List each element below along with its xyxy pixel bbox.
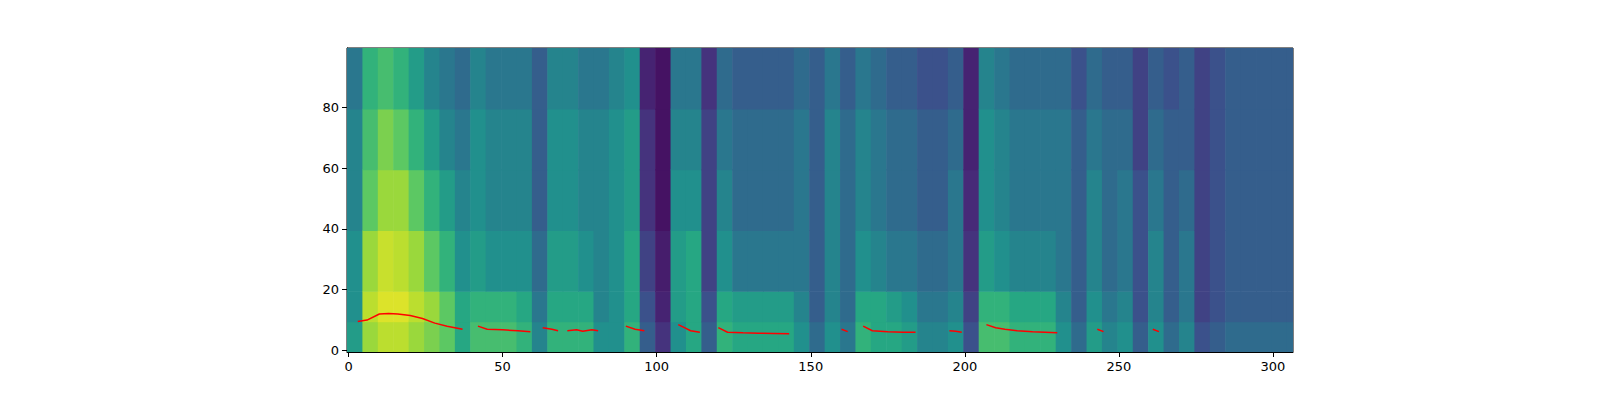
svg-text:60: 60 — [322, 161, 339, 176]
svg-text:40: 40 — [322, 221, 339, 236]
svg-text:150: 150 — [798, 359, 823, 374]
svg-text:20: 20 — [322, 282, 339, 297]
svg-text:300: 300 — [1261, 359, 1286, 374]
svg-text:250: 250 — [1106, 359, 1131, 374]
svg-text:80: 80 — [322, 100, 339, 115]
svg-text:100: 100 — [644, 359, 669, 374]
svg-text:200: 200 — [952, 359, 977, 374]
svg-text:0: 0 — [331, 343, 339, 358]
svg-text:50: 50 — [494, 359, 511, 374]
svg-text:0: 0 — [344, 359, 352, 374]
